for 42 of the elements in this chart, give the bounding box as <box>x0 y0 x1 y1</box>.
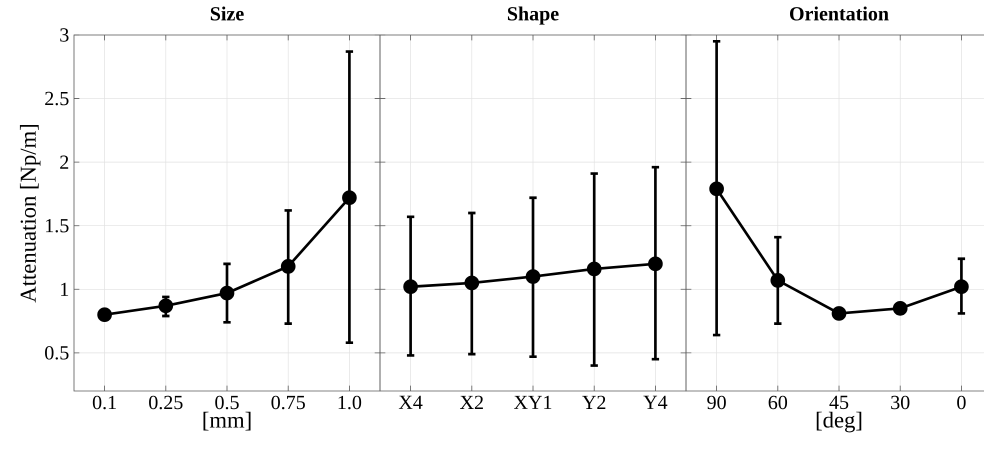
x-tick-label: 0.1 <box>92 396 116 410</box>
x-axis-title: [mm] <box>203 412 251 431</box>
point <box>342 190 357 206</box>
x-tick-label: X2 <box>460 396 483 409</box>
x-axis-title: [deg] <box>816 412 862 432</box>
point <box>526 269 540 284</box>
x-tick-label: 0.25 <box>149 396 183 410</box>
y-axis-title: Attenuation [Np/m] <box>20 124 40 302</box>
chart-title: Orientation <box>790 6 889 21</box>
chart-title: Shape <box>508 6 559 25</box>
x-tick-label: 90 <box>707 396 726 410</box>
point <box>832 306 846 321</box>
point <box>648 256 663 272</box>
point <box>770 273 786 288</box>
x-tick-label: 45 <box>829 396 848 410</box>
point <box>709 182 724 196</box>
y-tick-label: 1 <box>61 282 68 296</box>
point <box>97 307 112 322</box>
y-tick-label: 2.5 <box>45 92 69 106</box>
chart-title: Size <box>210 6 244 21</box>
x-tick-label: 1.0 <box>338 396 362 410</box>
x-tick-label: 0.75 <box>271 396 305 410</box>
point <box>586 262 602 276</box>
y-tick-label: 1.5 <box>46 218 69 232</box>
y-tick-label: 2 <box>60 156 68 169</box>
point <box>158 298 174 314</box>
x-tick-label: Y2 <box>582 396 606 409</box>
x-tick-label: 60 <box>768 396 788 410</box>
x-tick-label: X4 <box>398 396 423 409</box>
point <box>280 259 296 274</box>
x-tick-label: XY1 <box>514 396 552 409</box>
y-tick-label: 3 <box>60 28 69 42</box>
x-tick-label: 0 <box>957 396 966 410</box>
point <box>954 279 969 294</box>
y-tick-label: 0.5 <box>45 346 69 360</box>
point <box>892 301 908 316</box>
point <box>220 286 234 300</box>
x-tick-label: 0.5 <box>215 396 239 410</box>
point <box>403 279 418 294</box>
x-tick-label: Y4 <box>643 396 668 409</box>
point <box>464 276 480 290</box>
x-tick-label: 30 <box>891 396 910 410</box>
